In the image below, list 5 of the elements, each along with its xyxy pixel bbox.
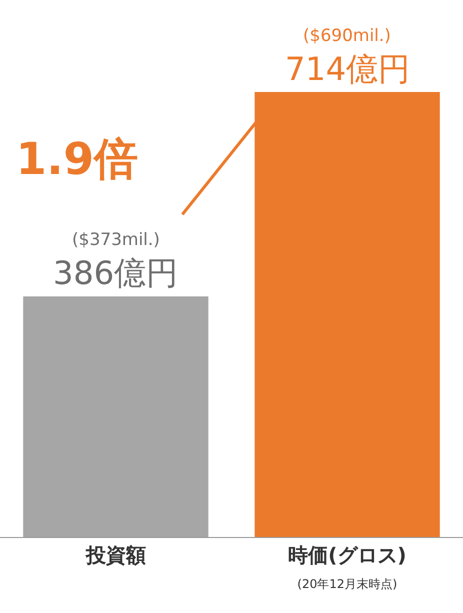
x-tick-label: 投資額: [84, 543, 146, 567]
data-label: ($690mil.) 714億円: [285, 26, 410, 88]
x-tick-label: 時価(グロス) (20年12月末時点): [288, 543, 406, 591]
data-label: ($373mil.) 386億円: [53, 230, 178, 292]
annotation: 1.9倍: [16, 134, 138, 185]
